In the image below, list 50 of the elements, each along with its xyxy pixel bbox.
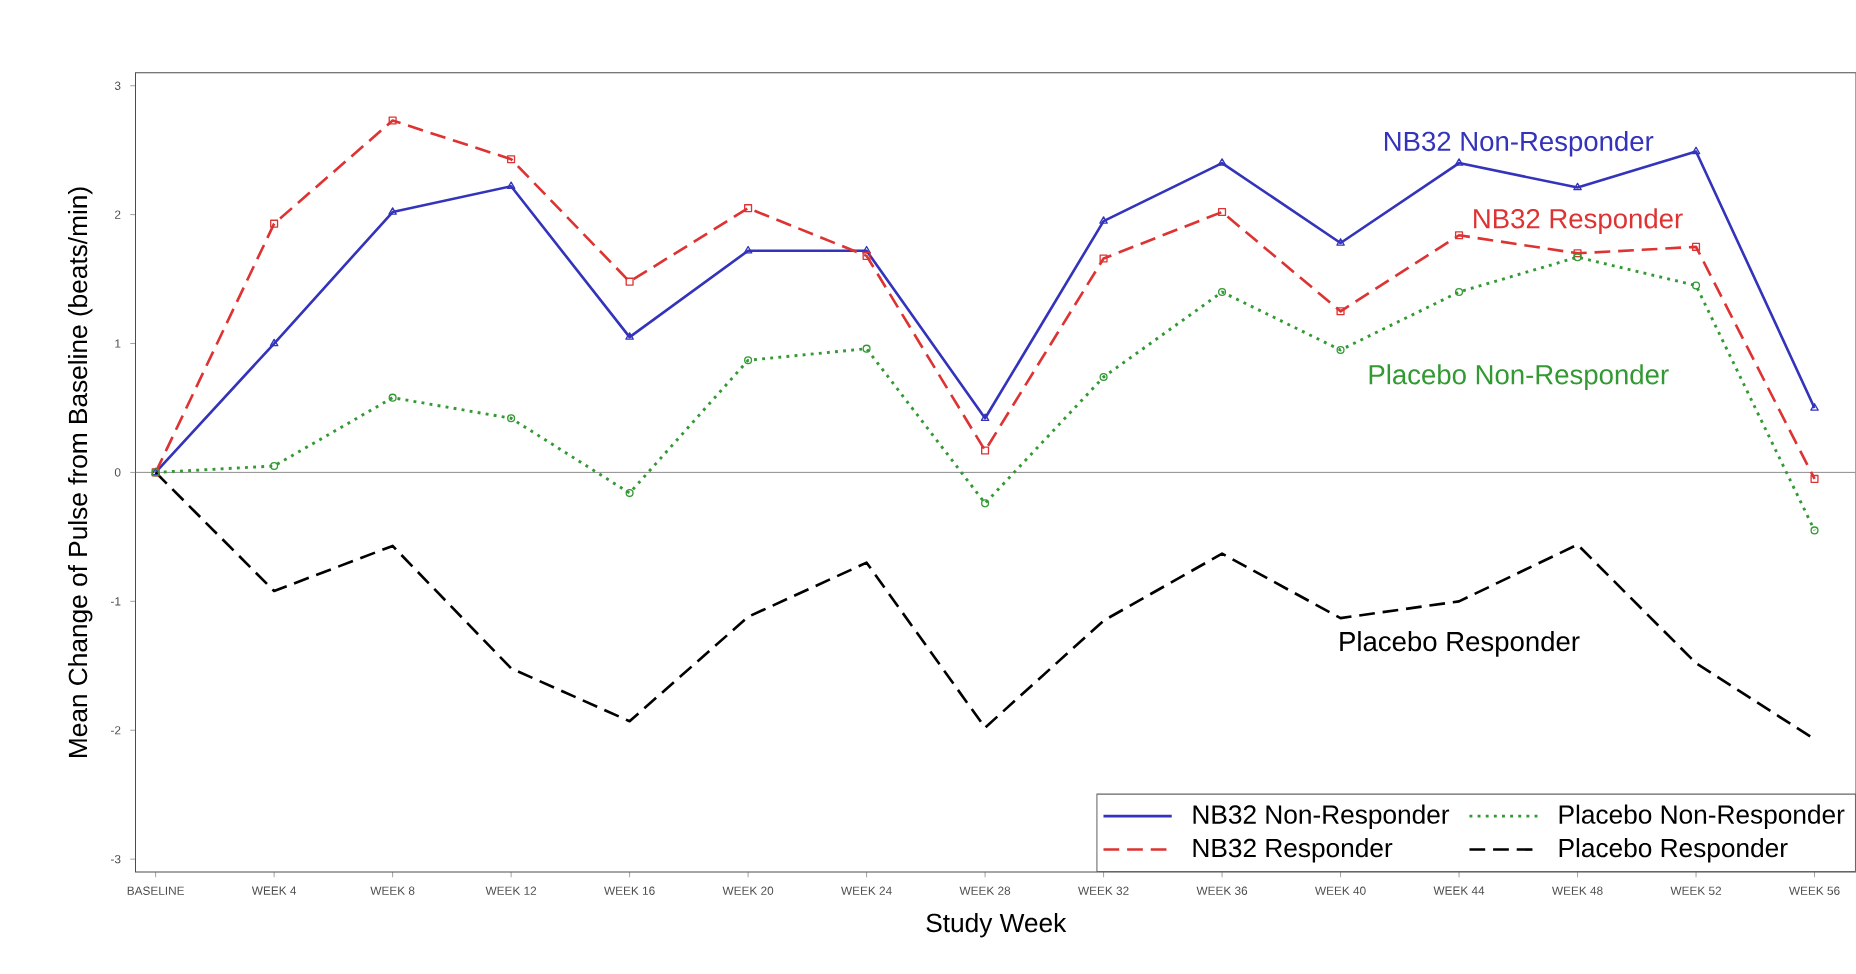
point xyxy=(1810,526,1819,535)
point xyxy=(743,245,753,254)
annotation: NB32 Responder xyxy=(1474,208,1683,234)
point xyxy=(388,116,397,125)
point xyxy=(744,203,753,213)
point xyxy=(862,245,871,254)
legend-label: Placebo Responder xyxy=(1559,837,1788,863)
point xyxy=(270,219,279,228)
point xyxy=(388,393,397,402)
point xyxy=(506,181,516,189)
point xyxy=(862,344,871,353)
point xyxy=(1454,158,1464,166)
point xyxy=(625,277,634,286)
point xyxy=(1217,207,1227,216)
point xyxy=(1454,230,1464,240)
point xyxy=(1454,287,1464,296)
point xyxy=(1336,307,1345,316)
annotation: Placebo Responder xyxy=(1340,630,1580,657)
legend-label: NB32 Responder xyxy=(1193,837,1393,863)
point xyxy=(1810,474,1819,483)
point xyxy=(981,499,990,508)
point xyxy=(507,154,516,164)
line-series xyxy=(154,470,1816,741)
point xyxy=(1217,287,1227,296)
point xyxy=(1691,281,1701,290)
point xyxy=(744,356,753,365)
point xyxy=(270,461,279,470)
point xyxy=(981,446,990,455)
legend-label: Placebo Non-Responder xyxy=(1559,804,1845,829)
point xyxy=(1691,146,1701,155)
y-axis-title: Mean Change of Pulse from Baseline (beats/min) xyxy=(67,187,93,757)
point xyxy=(625,332,634,340)
point xyxy=(862,251,871,260)
annotation: NB32 Non-Responder xyxy=(1384,130,1654,157)
point xyxy=(980,413,990,421)
point xyxy=(1573,182,1582,191)
point xyxy=(1099,254,1108,263)
point xyxy=(1336,345,1345,354)
legend-label: NB32 Non-Responder xyxy=(1193,804,1450,829)
x-axis-title: Study Week xyxy=(926,912,1067,938)
point xyxy=(625,488,634,497)
point xyxy=(1217,158,1227,166)
point xyxy=(1336,237,1345,246)
annotation: Placebo Non-Responder xyxy=(1369,364,1669,390)
point xyxy=(507,414,516,423)
point xyxy=(388,207,397,215)
point xyxy=(1691,242,1701,251)
point xyxy=(1099,216,1108,224)
point xyxy=(1099,372,1108,381)
point xyxy=(269,338,279,347)
